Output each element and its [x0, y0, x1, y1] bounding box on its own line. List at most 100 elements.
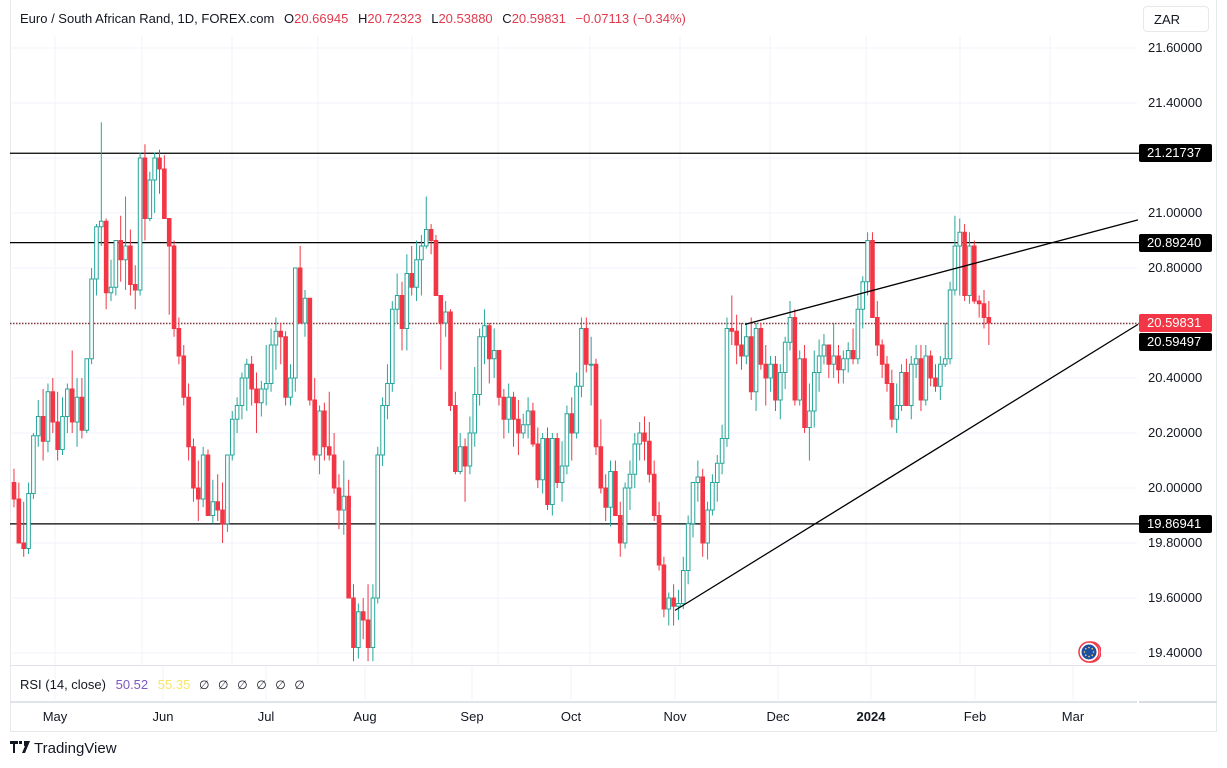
candle-body	[293, 267, 298, 379]
candle-body	[768, 363, 773, 379]
candle-body	[162, 168, 167, 219]
candle-body	[894, 405, 900, 420]
candle-body	[850, 350, 856, 360]
candle-body	[666, 597, 672, 610]
candle-body	[870, 240, 875, 318]
candle-body	[118, 240, 124, 261]
time-axis-label: Sep	[460, 709, 484, 724]
price-axis-label: 21.00000	[1148, 205, 1203, 220]
candle-body	[545, 438, 550, 505]
candle-body	[467, 432, 473, 467]
price-axis-label: 21.40000	[1148, 95, 1203, 110]
candle-body	[875, 317, 880, 346]
candle-body	[16, 498, 22, 544]
candle-body	[278, 330, 284, 338]
candle-body	[443, 311, 448, 324]
candle-body	[74, 396, 80, 423]
rsi-legend: RSI (14, close) 50.52 55.35 ∅ ∅ ∅ ∅ ∅ ∅	[20, 677, 305, 692]
candle-body	[225, 454, 230, 525]
candle-body	[356, 611, 361, 648]
candle-body	[259, 388, 264, 404]
candle-body	[554, 438, 560, 483]
trendline	[744, 219, 1139, 326]
na-value: ∅	[275, 678, 286, 692]
candle-body	[632, 443, 638, 475]
candle-body	[99, 220, 104, 228]
candle-body	[50, 391, 56, 423]
rsi-label[interactable]: RSI (14, close)	[20, 677, 106, 692]
candle-body	[244, 363, 250, 379]
candle-body	[908, 363, 914, 406]
candle-body	[263, 383, 269, 390]
symbol-header: Euro / South African Rand, 1D, FOREX.com…	[20, 11, 686, 26]
candle-body	[845, 350, 851, 360]
candle-body	[574, 385, 579, 434]
trendline-price-tag: 20.59497	[1139, 333, 1212, 352]
symbol-title[interactable]: Euro / South African Rand, 1D, FOREX.com	[20, 11, 275, 26]
candle-body	[123, 245, 128, 261]
candle-body	[288, 377, 293, 398]
candle-body	[205, 454, 211, 516]
candle-body	[196, 487, 201, 500]
candle-body	[268, 344, 274, 384]
candle-body	[525, 410, 531, 426]
candle-body	[865, 240, 870, 283]
currency-button[interactable]: ZAR	[1143, 6, 1209, 32]
candle-body	[603, 487, 609, 508]
brand-label: TradingView	[34, 740, 117, 757]
candle-body	[913, 358, 919, 365]
candle-body	[113, 240, 119, 288]
open-value: 20.66945	[294, 11, 349, 26]
price-axis-label: 20.80000	[1148, 260, 1203, 275]
candle-body	[346, 495, 351, 599]
eu-flag-icon[interactable]	[1077, 640, 1102, 664]
time-axis-label: Oct	[560, 709, 582, 724]
candle-body	[972, 245, 977, 302]
candle-body	[491, 350, 497, 360]
candle-body	[520, 424, 526, 434]
candle-body	[45, 391, 51, 442]
candle-body	[986, 317, 992, 324]
time-axis-label: Jul	[257, 709, 275, 724]
time-axis-label: May	[42, 709, 68, 724]
candle-body	[642, 432, 647, 442]
candle-body	[734, 330, 739, 346]
candle-body	[671, 597, 676, 607]
candle-body	[622, 487, 628, 544]
time-axis-label: Nov	[663, 709, 687, 724]
candle-body	[307, 297, 313, 401]
level-price-tag: 19.86941	[1139, 514, 1212, 533]
candle-body	[559, 465, 565, 483]
low-value: 20.53880	[438, 11, 493, 26]
candle-body	[651, 473, 657, 516]
candle-body	[681, 570, 686, 604]
candle-body	[530, 410, 536, 445]
candle-body	[579, 328, 584, 387]
candle-body	[210, 501, 216, 516]
close-label: C	[502, 11, 512, 26]
candle-body	[550, 438, 555, 505]
candle-body	[453, 405, 458, 472]
candle-body	[297, 267, 303, 324]
candle-body	[918, 358, 924, 401]
candle-body	[26, 493, 31, 549]
candle-body	[60, 416, 65, 450]
candle-body	[477, 336, 482, 395]
candle-body	[249, 363, 254, 390]
candle-body	[351, 597, 356, 648]
candle-body	[128, 245, 133, 285]
candle-body	[322, 410, 327, 448]
candle-body	[613, 471, 618, 516]
tradingview-brand[interactable]: TradingView	[10, 740, 117, 757]
candle-body	[375, 454, 381, 599]
candle-body	[685, 523, 691, 571]
candle-body	[947, 289, 953, 360]
candle-body	[535, 443, 541, 481]
candle-body	[816, 355, 822, 373]
na-value: ∅	[218, 678, 229, 692]
candle-body	[462, 446, 468, 467]
level-price-tag: 20.89240	[1139, 233, 1212, 252]
candle-body	[676, 603, 681, 607]
pane-divider[interactable]	[10, 665, 1217, 666]
